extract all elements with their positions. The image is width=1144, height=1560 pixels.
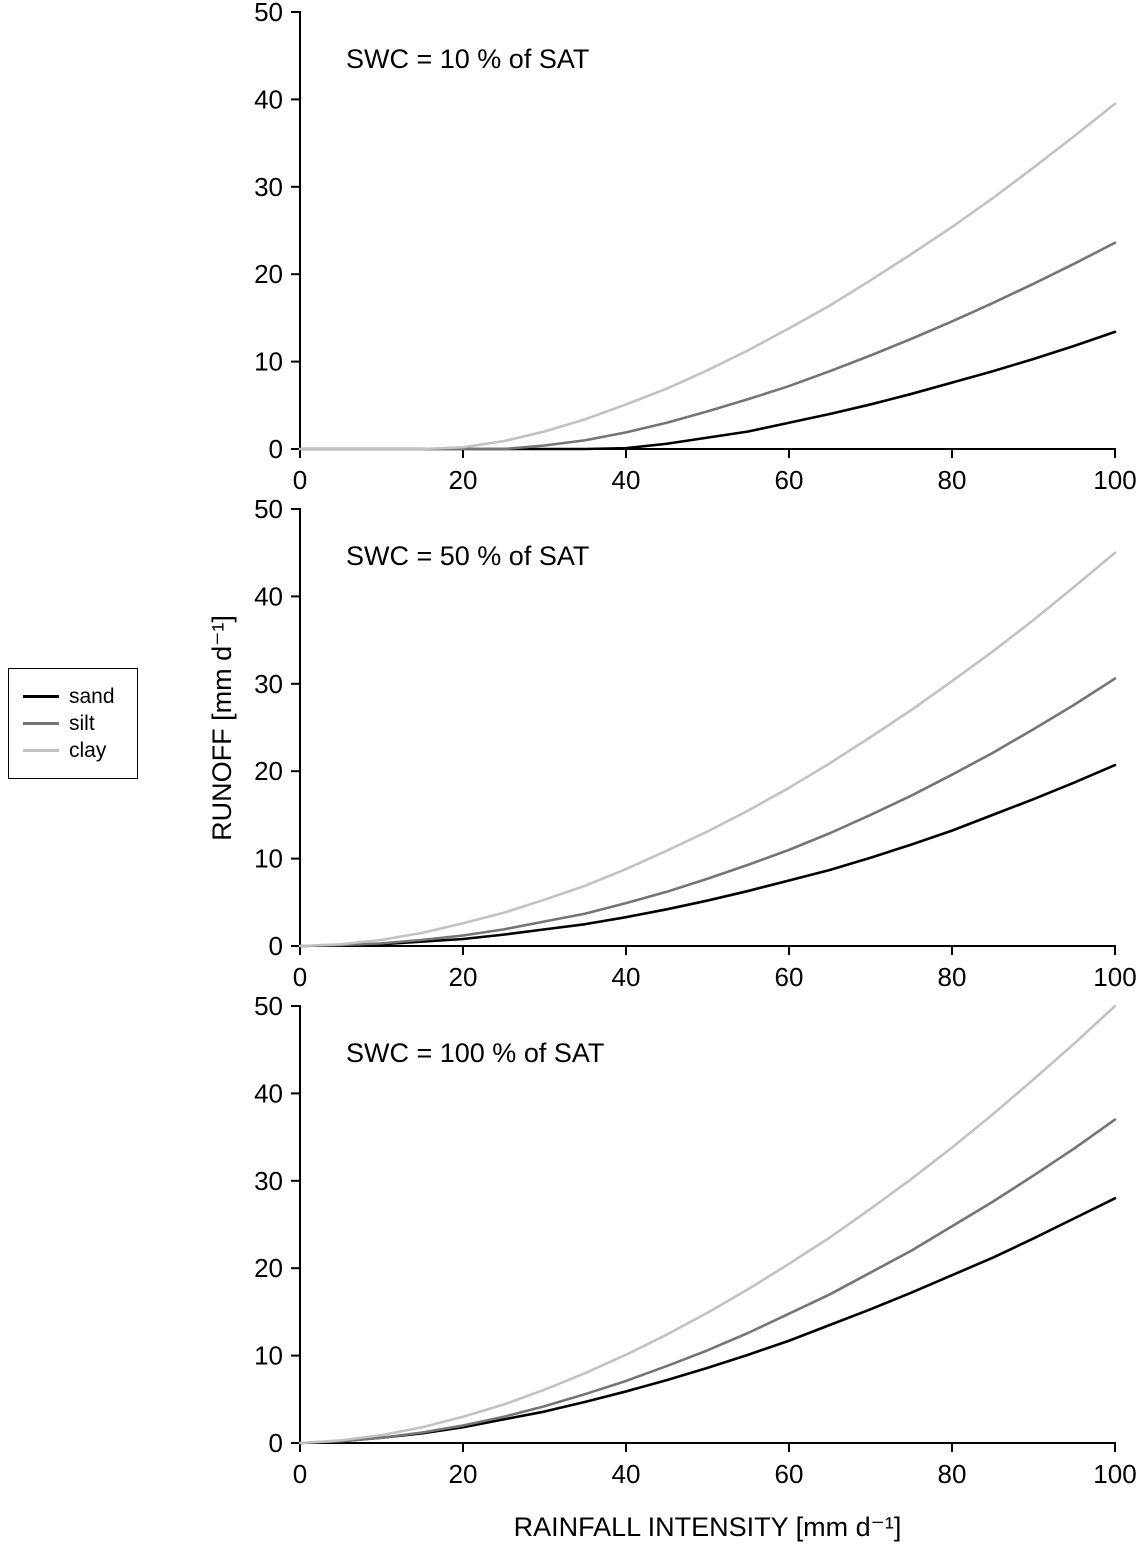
series-line-sand bbox=[298, 763, 1117, 948]
x-tick-label: 60 bbox=[775, 962, 804, 992]
panel-title: SWC = 100 % of SAT bbox=[346, 1038, 604, 1068]
legend-label-clay: clay bbox=[69, 739, 107, 762]
x-tick-label: 60 bbox=[775, 1459, 804, 1489]
x-tick-label: 40 bbox=[612, 962, 641, 992]
x-tick-label: 100 bbox=[1093, 962, 1136, 992]
legend-item-clay: clay bbox=[23, 737, 137, 764]
x-tick-label: 80 bbox=[938, 465, 967, 495]
x-tick-label: 20 bbox=[449, 465, 478, 495]
chart-canvas: 0 10 20 30 40 50 0 20 40 60 80 100 SWC = 50 % of SAT bbox=[254, 494, 1137, 992]
series-line-silt bbox=[298, 241, 1117, 451]
legend-item-silt: silt bbox=[23, 710, 137, 737]
x-tick-label: 100 bbox=[1093, 1459, 1136, 1489]
x-tick-label: 40 bbox=[612, 1459, 641, 1489]
y-tick-label: 10 bbox=[254, 844, 283, 874]
y-tick-label: 20 bbox=[254, 1253, 283, 1283]
x-tick-label: 40 bbox=[612, 465, 641, 495]
x-tick-label: 60 bbox=[775, 465, 804, 495]
x-tick-label: 0 bbox=[293, 1459, 307, 1489]
x-tick-label: 20 bbox=[449, 1459, 478, 1489]
legend: sand silt clay bbox=[8, 668, 138, 779]
y-tick-label: 50 bbox=[254, 497, 283, 524]
chart-panel-swc-50: 0 10 20 30 40 50 0 20 40 60 80 100 SWC = 50 % of SAT bbox=[0, 494, 1144, 994]
legend-label-sand: sand bbox=[69, 685, 115, 708]
y-tick-label: 10 bbox=[254, 347, 283, 377]
chart-panel-swc-10: 0 10 20 30 40 50 0 20 40 60 80 100 SWC = 10 % of SAT bbox=[0, 0, 1144, 497]
y-tick-label: 0 bbox=[269, 931, 283, 961]
y-tick-label: 10 bbox=[254, 1341, 283, 1371]
series-line-silt bbox=[298, 677, 1117, 948]
y-tick-label: 40 bbox=[254, 581, 283, 611]
y-tick-label: 40 bbox=[254, 84, 283, 114]
x-axis-label: RAINFALL INTENSITY [mm d⁻¹] bbox=[513, 1512, 902, 1542]
series-line-silt bbox=[298, 1118, 1117, 1445]
legend-line-sand-icon bbox=[23, 695, 59, 698]
x-tick-label: 0 bbox=[293, 962, 307, 992]
panel-title: SWC = 10 % of SAT bbox=[346, 44, 589, 74]
legend-label-silt: silt bbox=[69, 712, 95, 735]
series-line-sand bbox=[298, 330, 1117, 451]
y-tick-label: 30 bbox=[254, 669, 283, 699]
x-tick-label: 80 bbox=[938, 962, 967, 992]
y-tick-label: 0 bbox=[269, 1428, 283, 1458]
panel-title: SWC = 50 % of SAT bbox=[346, 541, 589, 571]
x-tick-label: 100 bbox=[1093, 465, 1136, 495]
y-tick-label: 50 bbox=[254, 994, 283, 1021]
series-line-clay bbox=[298, 102, 1117, 451]
y-tick-label: 30 bbox=[254, 1166, 283, 1196]
x-tick-label: 80 bbox=[938, 1459, 967, 1489]
series-line-sand bbox=[298, 1196, 1117, 1445]
x-tick-label: 20 bbox=[449, 962, 478, 992]
y-tick-label: 20 bbox=[254, 756, 283, 786]
chart-panel-swc-100: 0 10 20 30 40 50 0 20 40 60 80 100 SWC = 100 % of SA… bbox=[0, 991, 1144, 1491]
x-tick-label: 0 bbox=[293, 465, 307, 495]
legend-line-silt-icon bbox=[23, 722, 59, 725]
legend-line-clay-icon bbox=[23, 749, 59, 752]
chart-canvas: 0 10 20 30 40 50 0 20 40 60 80 100 SWC = 100 % of SA… bbox=[254, 991, 1137, 1489]
legend-item-sand: sand bbox=[23, 683, 137, 710]
series-line-clay bbox=[298, 1004, 1117, 1445]
y-tick-label: 20 bbox=[254, 259, 283, 289]
y-tick-label: 50 bbox=[254, 0, 283, 27]
chart-canvas: 0 10 20 30 40 50 0 20 40 60 80 100 SWC = 10 % of SAT bbox=[254, 0, 1137, 495]
series-line-clay bbox=[298, 551, 1117, 948]
y-tick-label: 0 bbox=[269, 434, 283, 464]
y-tick-label: 40 bbox=[254, 1078, 283, 1108]
y-tick-label: 30 bbox=[254, 172, 283, 202]
